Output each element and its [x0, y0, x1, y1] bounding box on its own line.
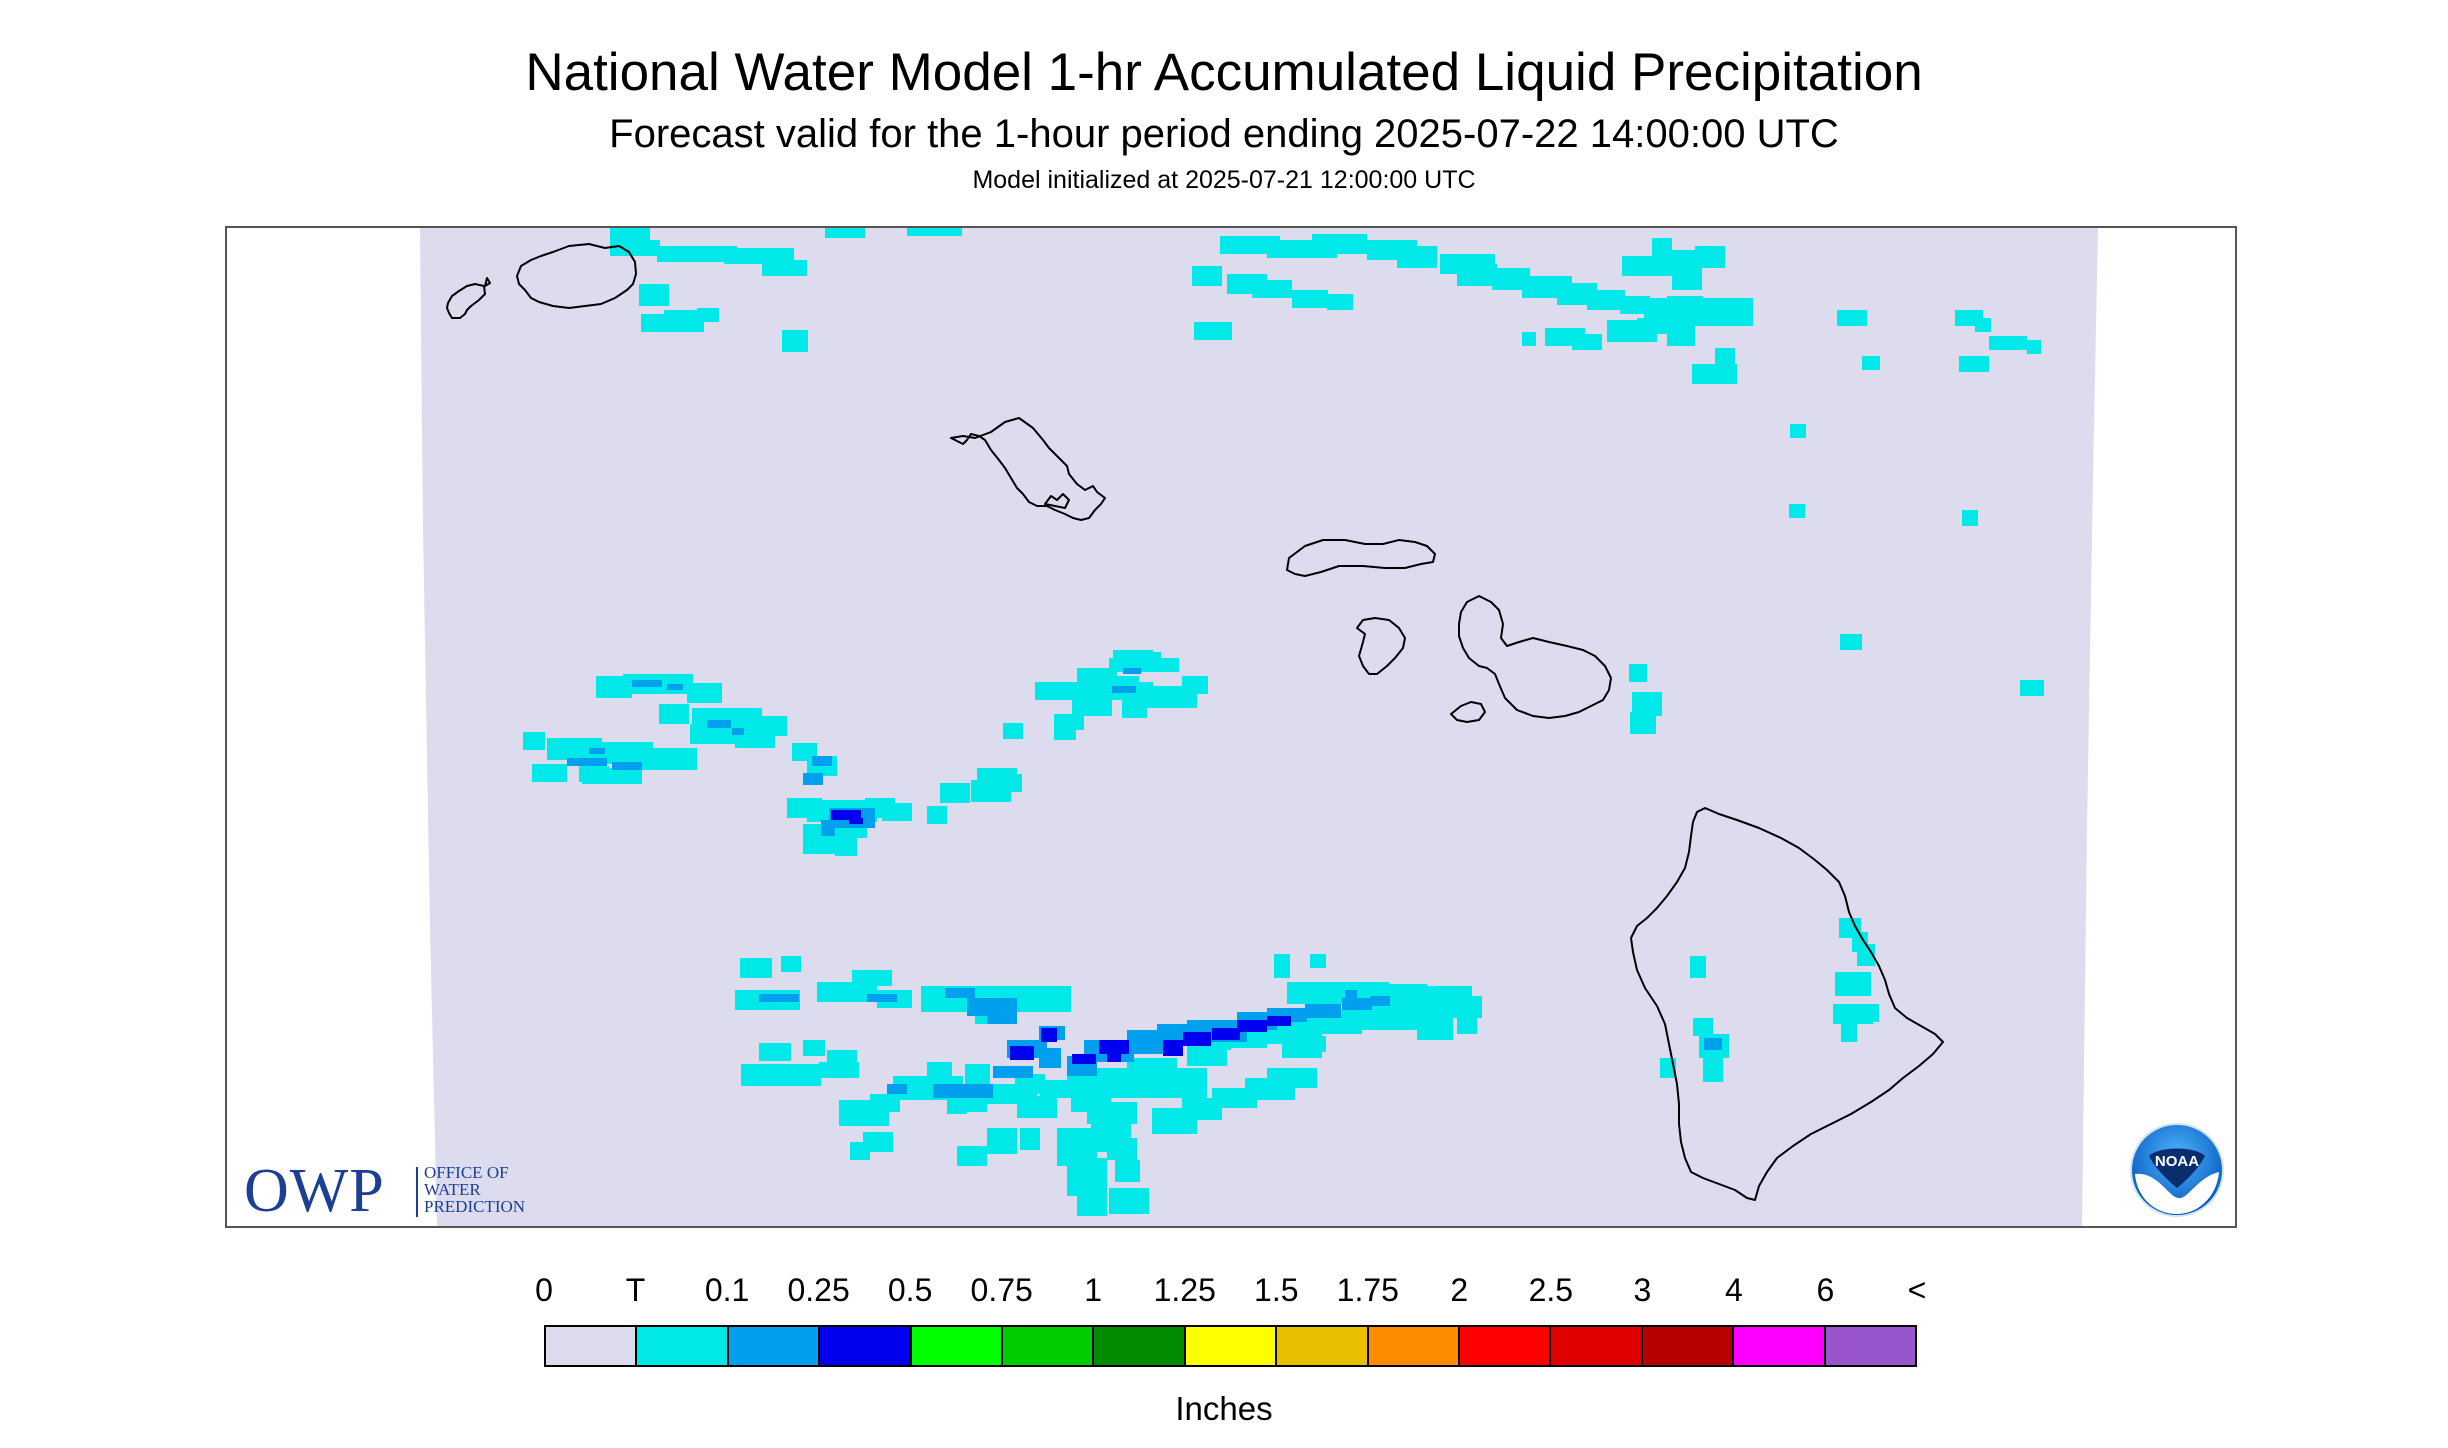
legend-tick-label: 2.5: [1528, 1272, 1574, 1308]
legend-tick-label: 0.1: [704, 1272, 750, 1308]
legend-tick-label: 1.5: [1254, 1272, 1299, 1308]
owp-line2: WATER: [424, 1180, 481, 1199]
legend-tick-label: 1.75: [1336, 1272, 1399, 1308]
legend-tick-label: 3: [1633, 1272, 1652, 1308]
legend-swatch: [546, 1327, 638, 1365]
noaa-logo-text: NOAA: [2155, 1153, 2199, 1170]
legend-swatch: [1277, 1327, 1369, 1365]
legend-tick-label: 2: [1450, 1272, 1469, 1308]
legend-tick-label: 4: [1725, 1272, 1743, 1308]
legend-tick-label: <: [1907, 1272, 1927, 1308]
model-init-text: Model initialized at 2025-07-21 12:00:00…: [972, 166, 1476, 194]
legend-swatch: [911, 1327, 1004, 1365]
owp-logo: OWP OFFICE OF WATER PREDICTION: [244, 1157, 564, 1225]
legend-tick-label: 1.25: [1153, 1272, 1216, 1308]
legend-tick-label: 6: [1816, 1272, 1835, 1308]
legend-swatch: [1825, 1327, 1916, 1365]
legend-swatch: [1185, 1327, 1278, 1365]
legend-tick-label: 0.5: [887, 1272, 933, 1308]
legend-swatch: [820, 1327, 912, 1365]
precipitation-map: OWP OFFICE OF WATER PREDICTION NOAA: [225, 226, 2237, 1228]
legend-tick-label: 0.25: [787, 1272, 850, 1308]
legend-tick-label: T: [625, 1272, 646, 1308]
map-title: National Water Model 1-hr Accumulated Li…: [525, 43, 1923, 102]
legend-swatch: [1642, 1327, 1735, 1365]
legend-tick-label: 1: [1084, 1272, 1103, 1308]
legend-swatch: [1460, 1327, 1552, 1365]
owp-line1: OFFICE OF: [424, 1163, 509, 1182]
owp-logo-divider: [416, 1167, 418, 1217]
map-canvas: [420, 228, 2098, 1226]
forecast-valid-subtitle: Forecast valid for the 1-hour period end…: [609, 112, 1839, 156]
legend-tick-label: 0.75: [970, 1272, 1033, 1308]
owp-line3: PREDICTION: [424, 1197, 526, 1216]
legend-swatch: [1734, 1327, 1826, 1365]
legend-swatch: [1003, 1327, 1095, 1365]
legend-swatch: [1551, 1327, 1643, 1365]
legend-units: Inches: [1175, 1390, 1273, 1427]
noaa-logo: NOAA: [2130, 1123, 2224, 1217]
legend-colorbar: [544, 1325, 1917, 1367]
legend-swatch: [728, 1327, 821, 1365]
model-domain: [420, 228, 2098, 1226]
legend-swatch: [1094, 1327, 1186, 1365]
coastlines: [446, 243, 1944, 1201]
owp-full-name: OFFICE OF WATER PREDICTION: [424, 1164, 525, 1215]
legend-tick-label: 0: [535, 1272, 553, 1308]
precip-moderate-cells: [831, 810, 1291, 1064]
legend-swatch: [1368, 1327, 1461, 1365]
owp-abbr: OWP: [244, 1157, 385, 1225]
legend-swatch: [637, 1327, 729, 1365]
